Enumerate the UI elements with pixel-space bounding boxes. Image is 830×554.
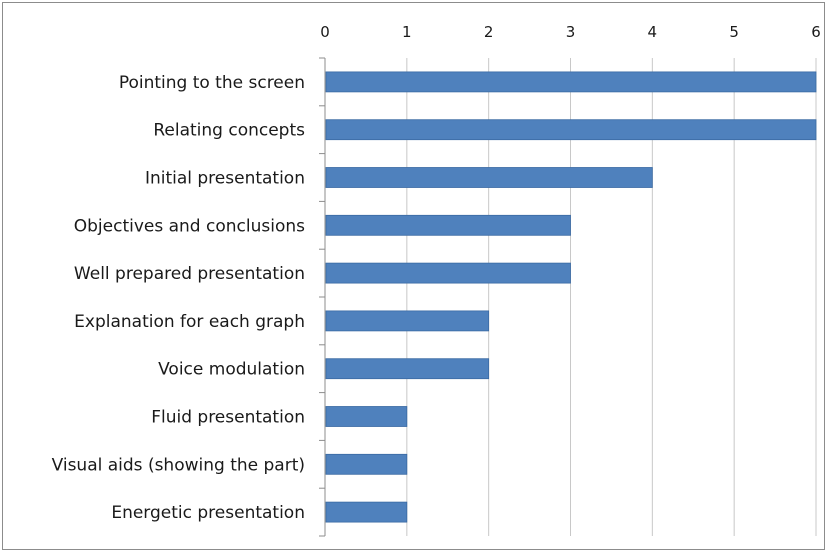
category-label-1: Pointing to the screen: [119, 73, 305, 93]
category-label-10: Energetic presentation: [111, 503, 305, 523]
x-tick-label-6: 6: [811, 23, 821, 41]
bar-4: [325, 214, 571, 236]
category-label-5: Well prepared presentation: [74, 264, 305, 284]
category-label-8: Fluid presentation: [151, 408, 305, 428]
x-tick-label-4: 4: [648, 23, 658, 41]
bar-6: [325, 310, 490, 332]
x-tick-label-0: 0: [320, 23, 330, 41]
bar-7: [325, 358, 490, 380]
x-tick-label-1: 1: [402, 23, 412, 41]
bar-2: [325, 119, 817, 141]
x-tick-label-3: 3: [566, 23, 576, 41]
category-label-7: Voice modulation: [158, 360, 305, 380]
x-tick-label-2: 2: [484, 23, 494, 41]
category-label-4: Objectives and conclusions: [74, 216, 305, 236]
category-label-9: Visual aids (showing the part): [52, 455, 305, 475]
category-label-6: Explanation for each graph: [74, 312, 305, 332]
bar-8: [325, 406, 408, 427]
x-tick-label-5: 5: [729, 23, 739, 41]
bar-1: [325, 71, 817, 93]
category-label-3: Initial presentation: [145, 169, 305, 189]
category-label-2: Relating concepts: [153, 121, 305, 141]
bar-10: [325, 501, 408, 523]
bar-3: [325, 167, 653, 188]
bar-9: [325, 453, 408, 475]
bar-5: [325, 262, 571, 284]
